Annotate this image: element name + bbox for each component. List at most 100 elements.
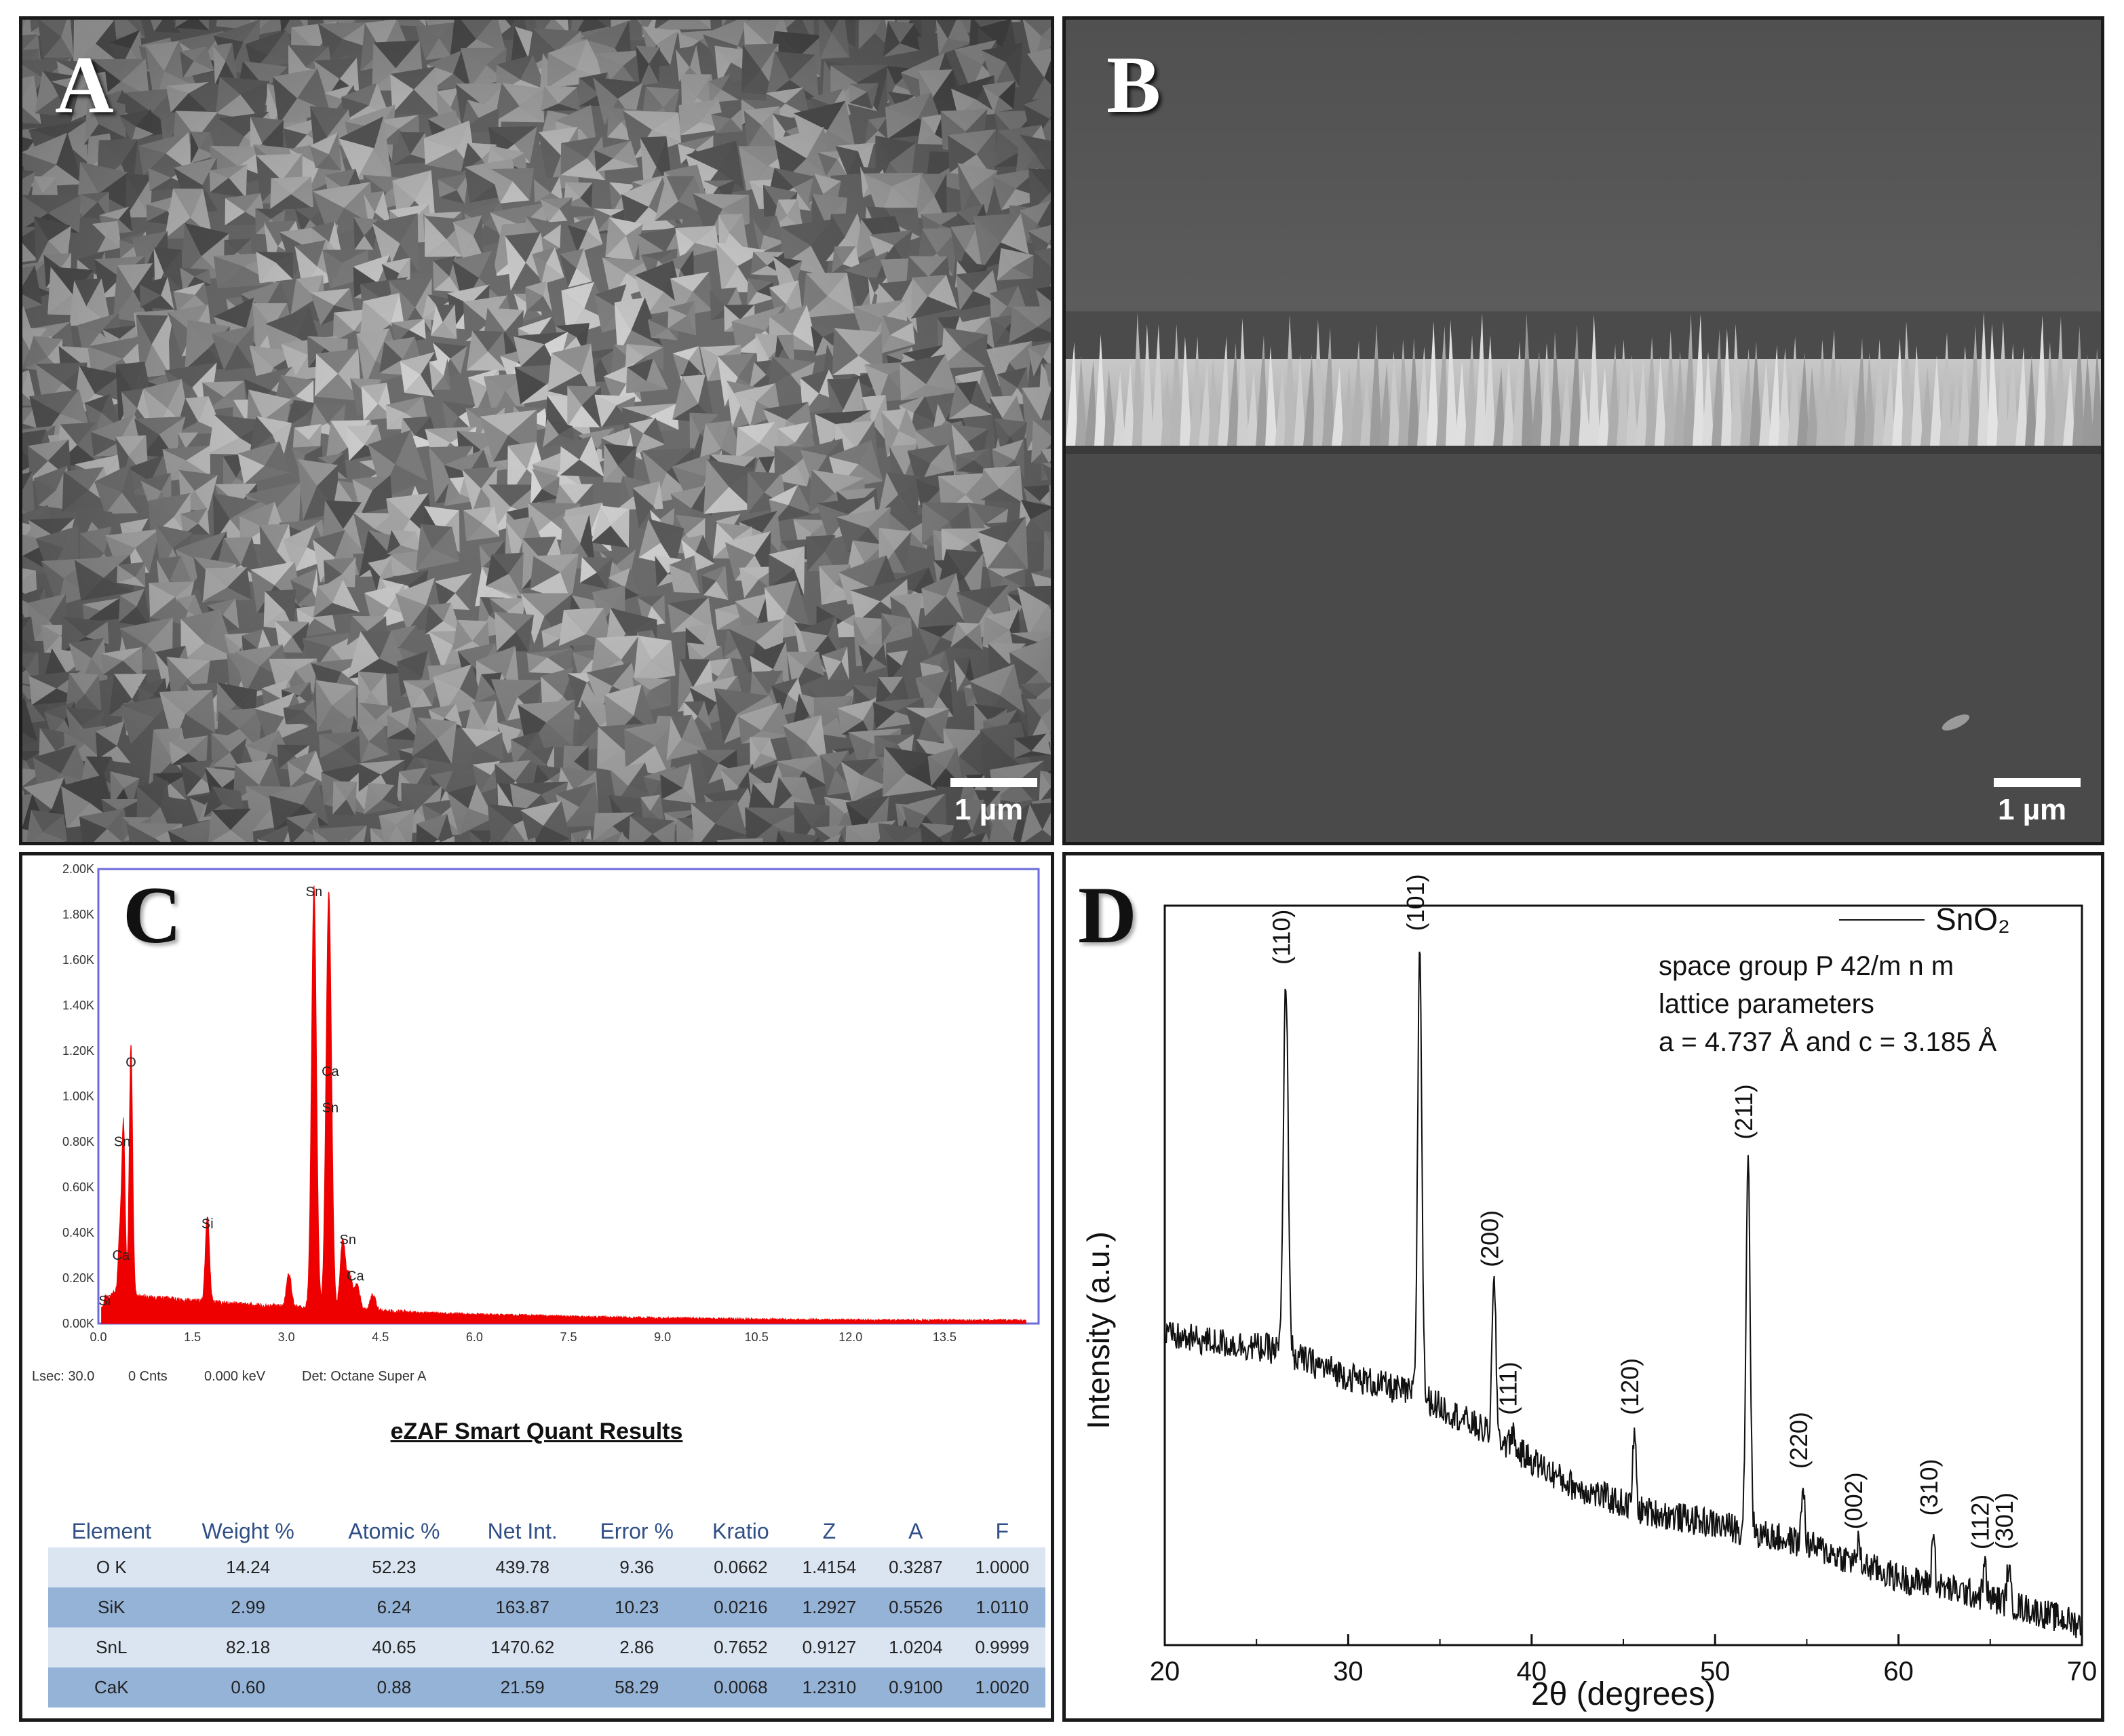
quant-col-header: F xyxy=(995,1518,1009,1543)
table-cell: 0.0662 xyxy=(695,1547,786,1587)
table-row: O K 14.24 52.23 439.78 9.36 0.0662 1.415… xyxy=(48,1547,1045,1587)
film-column xyxy=(1664,330,1676,446)
quant-col-header: Net Int. xyxy=(487,1518,558,1543)
film-column xyxy=(1446,320,1458,446)
quant-col-header: Element xyxy=(71,1518,151,1543)
quant-col-header: A xyxy=(908,1518,923,1543)
table-row: SnL 82.18 40.65 1470.62 2.86 0.7652 0.91… xyxy=(48,1627,1045,1667)
table-cell: O K xyxy=(48,1547,175,1587)
film-column xyxy=(1465,334,1477,446)
eds-x-tick-label: 1.5 xyxy=(184,1330,201,1344)
table-cell: 0.0216 xyxy=(695,1587,786,1627)
film-column xyxy=(1702,351,1714,446)
eds-x-tick-label: 4.5 xyxy=(372,1330,389,1344)
film-column xyxy=(1721,328,1733,446)
annotation-line-3: a = 4.737 Å and c = 3.185 Å xyxy=(1659,1026,1996,1057)
eds-y-tick-label: 0.00K xyxy=(62,1317,94,1330)
film-column xyxy=(1094,334,1106,446)
film-column xyxy=(2053,316,2066,446)
film-column xyxy=(1996,320,2009,446)
table-cell: 2.99 xyxy=(174,1587,322,1627)
film-column xyxy=(2091,347,2101,446)
film-column xyxy=(1360,372,1372,446)
film-column xyxy=(2034,315,2047,446)
xrd-hkl-label: (310) xyxy=(1915,1459,1943,1516)
eds-x-tick-label: 10.5 xyxy=(745,1330,769,1344)
scale-label-a: 1 µm xyxy=(954,793,1024,826)
xrd-chart: 20 30 40 50 60 70 (110) (101) (200) (111) (120) (21… xyxy=(1081,874,2097,1712)
film-column xyxy=(1294,354,1306,446)
eds-status-detector: Det: Octane Super A xyxy=(302,1369,427,1384)
table-cell: 0.3287 xyxy=(872,1547,959,1587)
film-column xyxy=(1598,367,1610,446)
table-cell: 82.18 xyxy=(174,1627,322,1667)
film-column xyxy=(1769,345,1781,446)
eds-x-tick-label: 6.0 xyxy=(466,1330,483,1344)
film-column xyxy=(1113,371,1125,446)
film-column xyxy=(1949,371,1961,446)
film-column xyxy=(1579,369,1591,446)
eds-peak-label: Sn xyxy=(306,885,322,900)
scale-bar-b xyxy=(1994,778,2081,787)
film-column xyxy=(1237,317,1249,446)
film-column xyxy=(1939,332,1952,446)
eds-spectrum-area xyxy=(101,885,1027,1324)
eds-peak-label: Sn xyxy=(340,1233,356,1248)
eds-spectrum-chart: 0.00K 0.20K 0.40K 0.60K 0.80K 1.00K 1.20K 1.40K… xyxy=(62,862,1040,1344)
film-column xyxy=(1218,336,1230,446)
table-row: CaK 0.60 0.88 21.59 58.29 0.0068 1.2310 … xyxy=(48,1667,1045,1708)
film-column xyxy=(1199,362,1211,446)
table-cell: 439.78 xyxy=(467,1547,579,1587)
eds-peak-label: Ca xyxy=(322,1064,339,1079)
film-column xyxy=(1180,336,1192,446)
film-column xyxy=(1170,324,1182,446)
panel-label-b: B xyxy=(1106,39,1161,130)
film-column xyxy=(1389,351,1401,446)
xrd-x-tick-label: 60 xyxy=(1883,1657,1914,1686)
xrd-hkl-label: (301) xyxy=(1990,1492,2018,1549)
table-cell: 1470.62 xyxy=(467,1627,579,1667)
film-column xyxy=(1436,325,1448,446)
film-column xyxy=(1826,329,1838,446)
eds-peak-label: Sn xyxy=(114,1135,130,1150)
film-column xyxy=(1522,313,1534,446)
table-cell: 1.0020 xyxy=(959,1667,1045,1708)
film-column xyxy=(1759,360,1771,446)
eds-plot-frame xyxy=(97,868,1040,1325)
eds-y-tick-label: 1.80K xyxy=(62,908,94,921)
film-column xyxy=(1531,350,1543,446)
eds-y-tick-label: 1.20K xyxy=(62,1044,94,1058)
film-column xyxy=(1474,313,1486,446)
film-column xyxy=(1550,331,1562,446)
film-column xyxy=(1142,324,1154,446)
film-column xyxy=(1920,367,1933,446)
film-column xyxy=(1674,351,1686,446)
table-cell: 6.24 xyxy=(321,1587,467,1627)
eds-y-tick-label: 1.60K xyxy=(62,953,94,967)
xrd-hkl-label: (112) xyxy=(1967,1494,1994,1549)
film-column xyxy=(1351,340,1363,446)
film-column xyxy=(1712,329,1724,446)
table-cell: 0.88 xyxy=(321,1667,467,1708)
film-column xyxy=(1569,324,1581,446)
xrd-hkl-label: (220) xyxy=(1785,1412,1813,1469)
film-column xyxy=(1379,363,1391,446)
film-column xyxy=(1892,338,1904,446)
quant-col-header: Atomic % xyxy=(348,1518,440,1543)
eds-y-tick-label: 0.60K xyxy=(62,1180,94,1194)
film-column xyxy=(1607,344,1619,446)
film-column xyxy=(1731,324,1743,446)
film-column xyxy=(1626,355,1638,446)
table-cell: 0.9100 xyxy=(872,1667,959,1708)
film-column xyxy=(2025,355,2037,446)
eds-x-tick-label: 13.5 xyxy=(933,1330,957,1344)
film-column xyxy=(2015,346,2028,446)
quant-results-title: eZAF Smart Quant Results xyxy=(390,1419,683,1444)
table-cell: 10.23 xyxy=(578,1587,695,1627)
film-column xyxy=(1797,352,1809,446)
film-column xyxy=(1370,324,1382,446)
film-column xyxy=(1911,345,1923,446)
film-column xyxy=(2072,326,2085,446)
film-column xyxy=(1208,357,1220,446)
film-column xyxy=(1503,360,1515,446)
